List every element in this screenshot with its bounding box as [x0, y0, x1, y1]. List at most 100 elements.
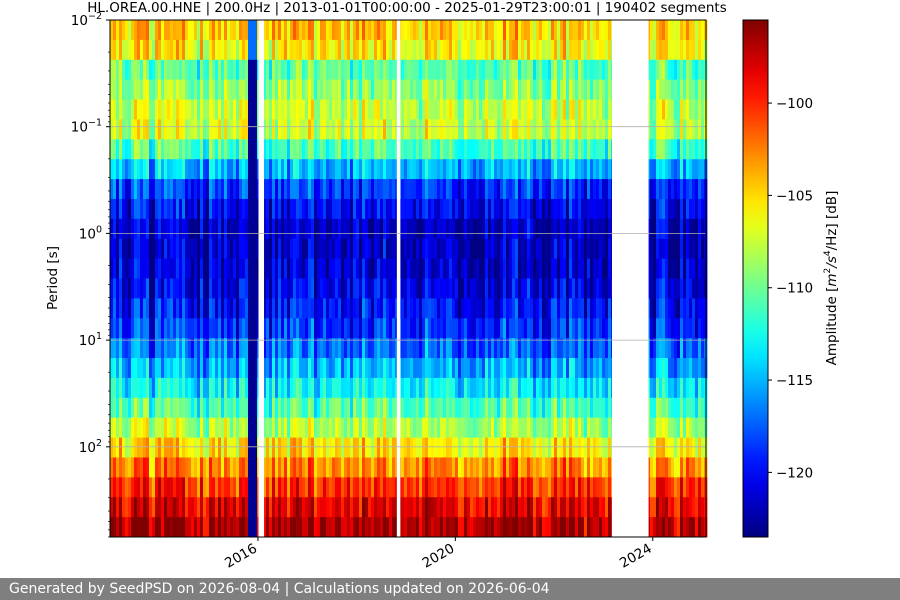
- heatmap-cell: [359, 278, 363, 299]
- heatmap-cell: [524, 218, 528, 240]
- heatmap-cell: [650, 139, 654, 160]
- heatmap-cell: [275, 417, 279, 438]
- heatmap-cell: [482, 278, 486, 299]
- heatmap-cell: [197, 358, 201, 379]
- heatmap-cell: [131, 477, 135, 498]
- heatmap-cell: [599, 198, 603, 220]
- heatmap-cell: [419, 397, 423, 419]
- heatmap-cell: [338, 59, 342, 81]
- heatmap-cell: [215, 477, 219, 498]
- heatmap-cell: [272, 298, 276, 319]
- heatmap-cell: [338, 517, 342, 538]
- heatmap-cell: [401, 338, 405, 359]
- heatmap-cell: [590, 298, 594, 319]
- heatmap-cell: [365, 517, 369, 538]
- heatmap-cell: [317, 457, 321, 478]
- heatmap-cell: [413, 437, 417, 458]
- heatmap-cell: [278, 338, 282, 359]
- heatmap-cell: [380, 39, 384, 61]
- heatmap-cell: [233, 437, 237, 458]
- heatmap-cell: [122, 139, 126, 160]
- heatmap-cell: [227, 139, 231, 160]
- heatmap-cell: [323, 358, 327, 379]
- heatmap-cell: [119, 258, 123, 279]
- heatmap-cell: [554, 258, 558, 279]
- heatmap-cell: [164, 59, 168, 81]
- heatmap-cell: [602, 417, 606, 438]
- heatmap-cell: [146, 258, 150, 279]
- heatmap-cell: [422, 397, 426, 419]
- heatmap-cell: [464, 119, 468, 140]
- heatmap-cell: [239, 159, 243, 180]
- heatmap-cell: [182, 59, 186, 81]
- heatmap-cell: [323, 417, 327, 438]
- heatmap-cell: [485, 497, 489, 518]
- heatmap-cell: [458, 198, 462, 220]
- heatmap-cell: [179, 179, 183, 200]
- heatmap-cell: [380, 218, 384, 240]
- heatmap-cell: [437, 397, 441, 419]
- heatmap-cell: [203, 238, 207, 260]
- heatmap-cell: [365, 258, 369, 279]
- heatmap-cell: [137, 39, 141, 61]
- heatmap-cell: [656, 497, 660, 518]
- heatmap-cell: [317, 417, 321, 438]
- heatmap-cell: [587, 238, 591, 260]
- heatmap-cell: [410, 99, 414, 120]
- heatmap-cell: [392, 298, 396, 319]
- heatmap-cell: [596, 358, 600, 379]
- heatmap-cell: [392, 59, 396, 81]
- heatmap-cell: [647, 179, 651, 200]
- heatmap-cell: [332, 397, 336, 419]
- heatmap-cell: [173, 358, 177, 379]
- heatmap-cell: [404, 218, 408, 240]
- heatmap-cell: [578, 139, 582, 160]
- heatmap-cell: [599, 417, 603, 438]
- heatmap-cell: [305, 338, 309, 359]
- heatmap-cell: [323, 437, 327, 458]
- heatmap-cell: [203, 99, 207, 120]
- heatmap-cell: [386, 79, 390, 100]
- heatmap-cell: [110, 417, 114, 438]
- heatmap-cell: [341, 457, 345, 478]
- heatmap-cell: [200, 377, 204, 399]
- psd-chart: HL.OREA.00.HNE | 200.0Hz | 2013-01-01T00…: [45, 0, 840, 572]
- heatmap-cell: [122, 377, 126, 399]
- heatmap-cell: [500, 198, 504, 220]
- heatmap-cell: [191, 218, 195, 240]
- heatmap-cell: [650, 278, 654, 299]
- heatmap-cell: [551, 377, 555, 399]
- heatmap-cell: [128, 338, 132, 359]
- heatmap-cell: [383, 358, 387, 379]
- heatmap-cell: [425, 218, 429, 240]
- heatmap-cell: [521, 238, 525, 260]
- heatmap-cell: [434, 119, 438, 140]
- heatmap-cell: [329, 417, 333, 438]
- heatmap-cell: [563, 39, 567, 61]
- heatmap-cell: [383, 139, 387, 160]
- heatmap-cell: [383, 397, 387, 419]
- heatmap-cell: [593, 477, 597, 498]
- heatmap-cell: [338, 497, 342, 518]
- heatmap-cell: [521, 397, 525, 419]
- heatmap-cell: [287, 159, 291, 180]
- heatmap-cell: [389, 338, 393, 359]
- heatmap-cell: [416, 497, 420, 518]
- heatmap-cell: [161, 497, 165, 518]
- heatmap-cell: [233, 278, 237, 299]
- heatmap-cell: [377, 338, 381, 359]
- heatmap-cell: [584, 20, 588, 41]
- heatmap-cell: [377, 318, 381, 339]
- heatmap-cell: [365, 437, 369, 458]
- heatmap-cell: [650, 179, 654, 200]
- heatmap-cell: [209, 298, 213, 319]
- heatmap-cell: [431, 278, 435, 299]
- heatmap-cell: [518, 238, 522, 260]
- heatmap-cell: [278, 99, 282, 120]
- heatmap-cell: [521, 59, 525, 81]
- heatmap-cell: [461, 437, 465, 458]
- heatmap-cell: [326, 318, 330, 339]
- heatmap-cell: [422, 20, 426, 41]
- heatmap-cell: [251, 198, 255, 220]
- heatmap-cell: [248, 457, 252, 478]
